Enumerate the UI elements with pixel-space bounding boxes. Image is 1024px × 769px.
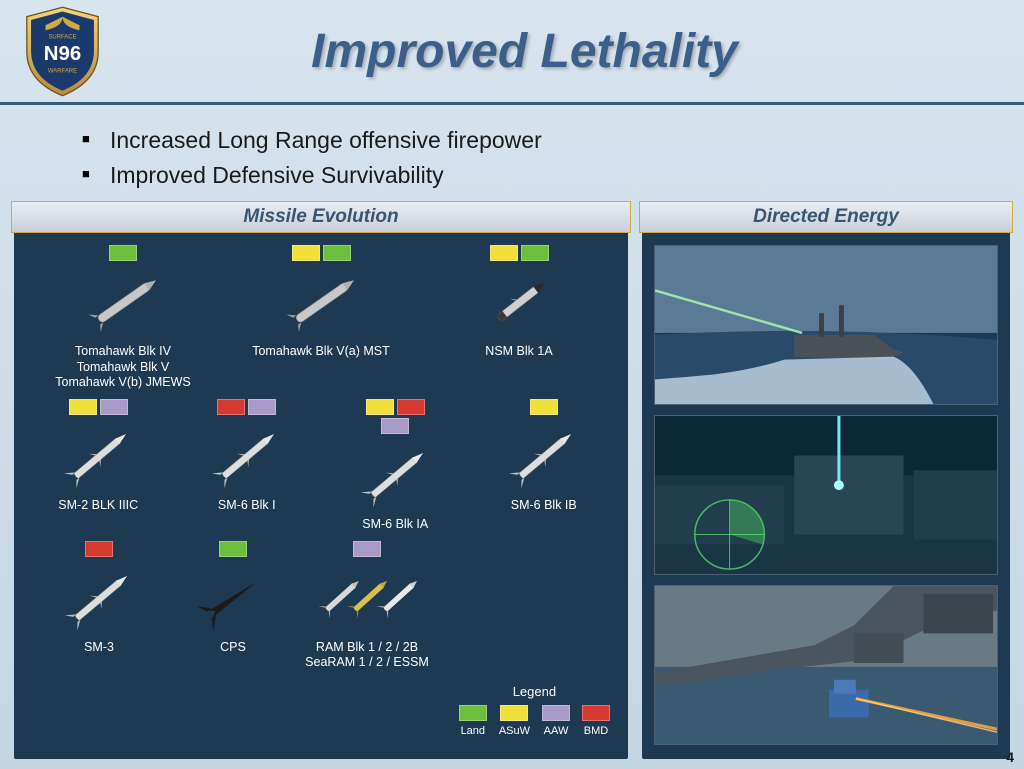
legend-swatch: [459, 705, 487, 721]
bullet-list: Increased Long Range offensive firepower…: [0, 105, 1024, 204]
panel-header: Directed Energy: [639, 201, 1013, 233]
missile-item: SM-6 Blk IA: [321, 399, 470, 533]
capability-tag-land: [219, 541, 247, 557]
missile-item: NSM Blk 1A: [444, 245, 594, 391]
svg-text:N96: N96: [44, 42, 81, 64]
directed-energy-image-2: [654, 415, 998, 575]
missile-label: SM-6 Blk IA: [362, 517, 428, 533]
missile-label: RAM Blk 1 / 2 / 2B SeaRAM 1 / 2 / ESSM: [305, 640, 429, 671]
missile-icon: [300, 561, 435, 636]
missile-label: NSM Blk 1A: [485, 344, 552, 360]
capability-tag-aaw: [100, 399, 128, 415]
capability-tags: [530, 399, 558, 415]
missile-label: SM-6 Blk IB: [511, 498, 577, 514]
capability-tags: [85, 541, 113, 557]
directed-energy-panel: Directed Energy: [642, 204, 1010, 759]
missile-label: SM-6 Blk I: [218, 498, 276, 514]
bullet-item: Increased Long Range offensive firepower: [110, 123, 954, 158]
capability-tag-asuw: [530, 399, 558, 415]
content-panels: Missile Evolution Tomahawk Blk IV Tomaha…: [0, 204, 1024, 759]
missile-icon: [76, 265, 171, 340]
legend-label: Land: [461, 725, 485, 737]
capability-tag-land: [323, 245, 351, 261]
missile-item: Tomahawk Blk V(a) MST: [246, 245, 396, 391]
bullet-item: Improved Defensive Survivability: [110, 158, 954, 193]
directed-energy-images: [642, 233, 1010, 757]
directed-energy-image-3: [654, 585, 998, 745]
legend-title: Legend: [459, 684, 610, 699]
missile-grid: Tomahawk Blk IV Tomahawk Blk V Tomahawk …: [14, 233, 628, 691]
missile-icon: [496, 419, 591, 494]
legend-item-land: Land: [459, 705, 487, 737]
capability-tag-aaw: [353, 541, 381, 557]
missile-label: SM-3: [84, 640, 114, 656]
missile-icon: [348, 438, 443, 513]
missile-icon: [199, 419, 294, 494]
slide-header: SURFACE N96 WARFARE Improved Lethality: [0, 0, 1024, 105]
missile-item: SM-2 BLK IIIC: [24, 399, 173, 533]
legend-swatch: [500, 705, 528, 721]
missile-label: CPS: [220, 640, 246, 656]
missile-icon: [186, 561, 281, 636]
page-number: 4: [1006, 749, 1014, 765]
capability-tag-land: [521, 245, 549, 261]
missile-item: CPS: [168, 541, 298, 671]
legend-label: ASuW: [499, 725, 530, 737]
missile-item: SM-3: [34, 541, 164, 671]
missile-item: SM-6 Blk IB: [470, 399, 619, 533]
capability-tags: [490, 245, 549, 261]
capability-tags: [353, 541, 381, 557]
missile-label: SM-2 BLK IIIC: [58, 498, 138, 514]
missile-item: SM-6 Blk I: [173, 399, 322, 533]
missile-label: Tomahawk Blk IV Tomahawk Blk V Tomahawk …: [55, 344, 190, 391]
capability-tag-bmd: [217, 399, 245, 415]
legend-items: Land ASuW AAW BMD: [459, 705, 610, 737]
missile-label: Tomahawk Blk V(a) MST: [252, 344, 390, 360]
legend-swatch: [542, 705, 570, 721]
legend-swatch: [582, 705, 610, 721]
legend-label: BMD: [584, 725, 608, 737]
capability-tag-asuw: [490, 245, 518, 261]
panel-header: Missile Evolution: [11, 201, 631, 233]
legend-label: AAW: [544, 725, 569, 737]
capability-tags: [109, 245, 137, 261]
missile-icon: [274, 265, 369, 340]
capability-tags: [219, 541, 247, 557]
svg-text:SURFACE: SURFACE: [48, 34, 76, 40]
directed-energy-image-1: [654, 245, 998, 405]
capability-tag-asuw: [292, 245, 320, 261]
missile-icon: [52, 561, 147, 636]
capability-tags: [69, 399, 128, 415]
missile-icon: [472, 265, 567, 340]
capability-tag-bmd: [85, 541, 113, 557]
missile-item: RAM Blk 1 / 2 / 2B SeaRAM 1 / 2 / ESSM: [302, 541, 432, 671]
legend-item-bmd: BMD: [582, 705, 610, 737]
legend-item-aaw: AAW: [542, 705, 570, 737]
n96-shield-logo: SURFACE N96 WARFARE: [20, 4, 105, 99]
capability-tag-asuw: [69, 399, 97, 415]
capability-tags: [360, 399, 430, 434]
capability-tag-bmd: [397, 399, 425, 415]
capability-tag-aaw: [381, 418, 409, 434]
slide-title: Improved Lethality: [105, 24, 1004, 79]
capability-tag-land: [109, 245, 137, 261]
missile-item: Tomahawk Blk IV Tomahawk Blk V Tomahawk …: [48, 245, 198, 391]
legend-box: Legend Land ASuW AAW BMD: [459, 684, 610, 737]
missile-icon: [51, 419, 146, 494]
svg-text:WARFARE: WARFARE: [48, 68, 77, 74]
capability-tags: [292, 245, 351, 261]
legend-item-asuw: ASuW: [499, 705, 530, 737]
capability-tag-aaw: [248, 399, 276, 415]
capability-tags: [217, 399, 276, 415]
capability-tag-asuw: [366, 399, 394, 415]
missile-evolution-panel: Missile Evolution Tomahawk Blk IV Tomaha…: [14, 204, 628, 759]
